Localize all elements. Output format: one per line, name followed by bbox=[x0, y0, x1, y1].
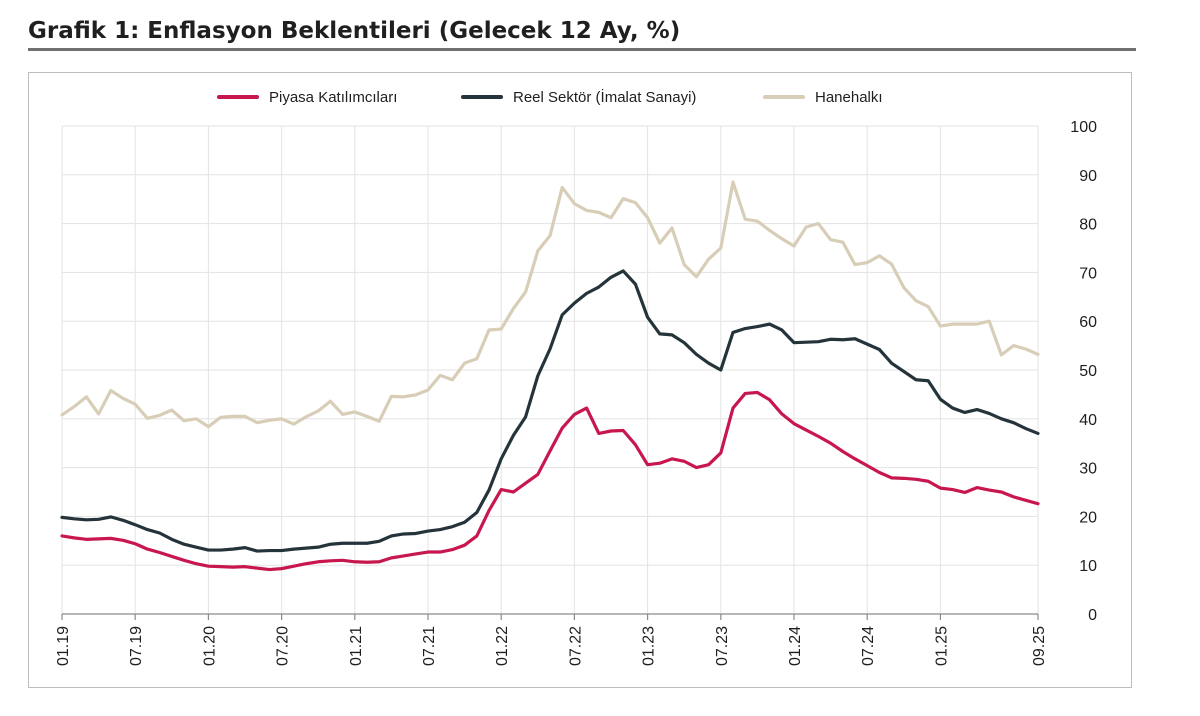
x-tick-label: 07.20 bbox=[275, 626, 292, 666]
x-tick-label: 01.25 bbox=[933, 626, 950, 666]
legend-label: Piyasa Katılımcıları bbox=[269, 89, 397, 106]
x-tick-label: 01.20 bbox=[201, 626, 218, 666]
x-tick-label: 07.19 bbox=[128, 626, 145, 666]
y-tick-label: 10 bbox=[1079, 558, 1097, 575]
x-tick-label: 01.22 bbox=[494, 626, 511, 666]
y-tick-label: 70 bbox=[1079, 265, 1097, 282]
title-divider bbox=[28, 48, 1136, 51]
x-tick-label: 07.21 bbox=[421, 626, 438, 666]
x-tick-label: 07.23 bbox=[714, 626, 731, 666]
x-tick-label: 09.25 bbox=[1031, 626, 1048, 666]
x-tick-label: 01.23 bbox=[641, 626, 658, 666]
x-tick-label: 07.22 bbox=[567, 626, 584, 666]
x-tick-label: 07.24 bbox=[860, 626, 877, 666]
legend-label: Reel Sektör (İmalat Sanayi) bbox=[513, 88, 696, 106]
chart-frame: 0 10 20 30 40 50 60 70 80 90 100 01.19 07.19 01.20 07.… bbox=[28, 72, 1132, 688]
legend-label: Hanehalkı bbox=[815, 89, 883, 106]
series-line-reel-sektor bbox=[60, 269, 1040, 553]
y-tick-label: 100 bbox=[1070, 119, 1097, 136]
x-tick-label: 01.24 bbox=[787, 626, 804, 666]
y-tick-label: 50 bbox=[1079, 363, 1097, 380]
chart-title: Grafik 1: Enflasyon Beklentileri (Gelece… bbox=[28, 18, 681, 44]
line-chart: 0 10 20 30 40 50 60 70 80 90 100 01.19 07.19 01.20 07.… bbox=[55, 88, 1097, 666]
x-tick-label: 01.19 bbox=[55, 626, 72, 666]
y-tick-label: 0 bbox=[1088, 607, 1097, 624]
y-tick-label: 80 bbox=[1079, 217, 1097, 234]
y-tick-label: 30 bbox=[1079, 461, 1097, 478]
series-line-hanehalki bbox=[60, 180, 1040, 429]
y-tick-label: 40 bbox=[1079, 412, 1097, 429]
series-line-piyasa-katilimcilari bbox=[60, 390, 1040, 572]
x-tick-label: 01.21 bbox=[348, 626, 365, 666]
y-tick-label: 20 bbox=[1079, 509, 1097, 526]
y-tick-label: 60 bbox=[1079, 314, 1097, 331]
y-tick-label: 90 bbox=[1079, 168, 1097, 185]
